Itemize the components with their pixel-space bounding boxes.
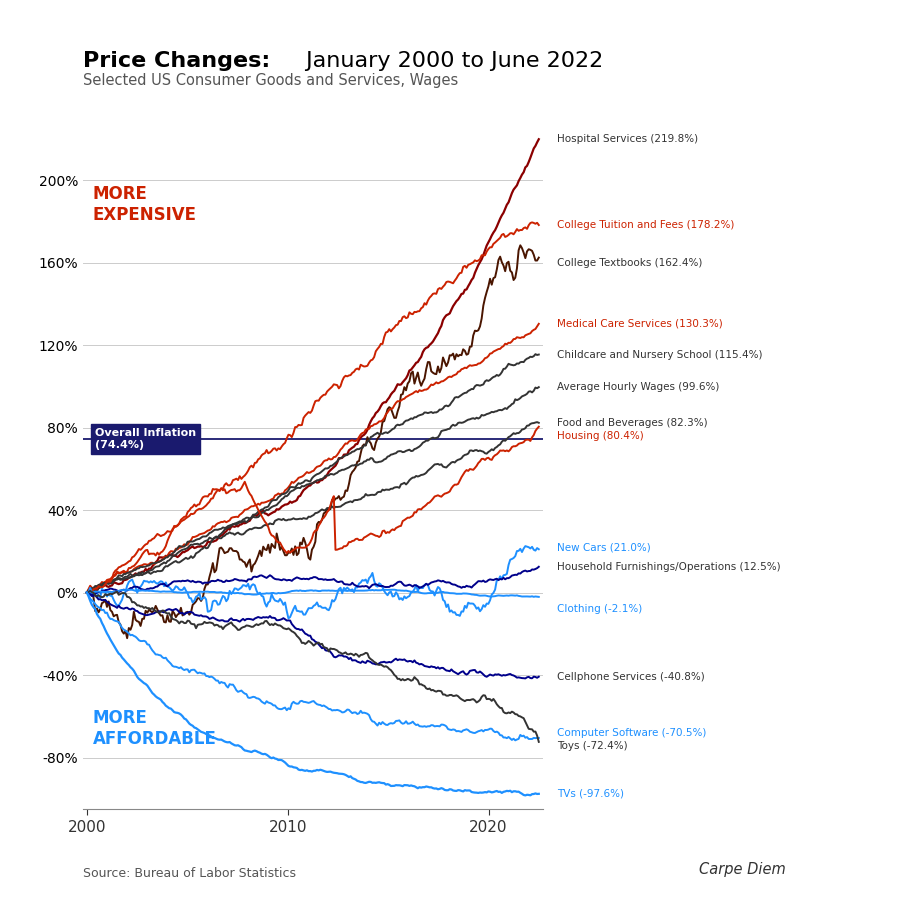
Text: Household Furnishings/Operations (12.5%): Household Furnishings/Operations (12.5%): [556, 562, 779, 572]
Text: Hospital Services (219.8%): Hospital Services (219.8%): [556, 134, 697, 144]
Text: Computer Software (-70.5%): Computer Software (-70.5%): [556, 728, 705, 738]
Text: January 2000 to June 2022: January 2000 to June 2022: [299, 51, 603, 71]
Text: College Tuition and Fees (178.2%): College Tuition and Fees (178.2%): [556, 220, 733, 230]
Text: Childcare and Nursery School (115.4%): Childcare and Nursery School (115.4%): [556, 350, 761, 360]
Text: Housing (80.4%): Housing (80.4%): [556, 431, 642, 441]
Text: Medical Care Services (130.3%): Medical Care Services (130.3%): [556, 319, 721, 329]
Text: College Textbooks (162.4%): College Textbooks (162.4%): [556, 257, 701, 268]
Text: Average Hourly Wages (99.6%): Average Hourly Wages (99.6%): [556, 382, 718, 392]
Text: Food and Beverages (82.3%): Food and Beverages (82.3%): [556, 418, 707, 428]
Text: New Cars (21.0%): New Cars (21.0%): [556, 542, 650, 552]
Text: Source: Bureau of Labor Statistics: Source: Bureau of Labor Statistics: [83, 867, 296, 879]
Text: Toys (-72.4%): Toys (-72.4%): [556, 741, 627, 752]
Text: Cellphone Services (-40.8%): Cellphone Services (-40.8%): [556, 672, 704, 681]
Text: MORE
EXPENSIVE: MORE EXPENSIVE: [93, 185, 197, 224]
Text: TVs (-97.6%): TVs (-97.6%): [556, 788, 623, 799]
Text: Carpe Diem: Carpe Diem: [698, 862, 785, 877]
Text: Price Changes:: Price Changes:: [83, 51, 270, 71]
Text: Overall Inflation
(74.4%): Overall Inflation (74.4%): [95, 428, 196, 450]
Text: Clothing (-2.1%): Clothing (-2.1%): [556, 604, 641, 614]
Text: Selected US Consumer Goods and Services, Wages: Selected US Consumer Goods and Services,…: [83, 74, 458, 88]
Text: AEI: AEI: [823, 856, 855, 875]
Text: MORE
AFFORDABLE: MORE AFFORDABLE: [93, 709, 217, 748]
